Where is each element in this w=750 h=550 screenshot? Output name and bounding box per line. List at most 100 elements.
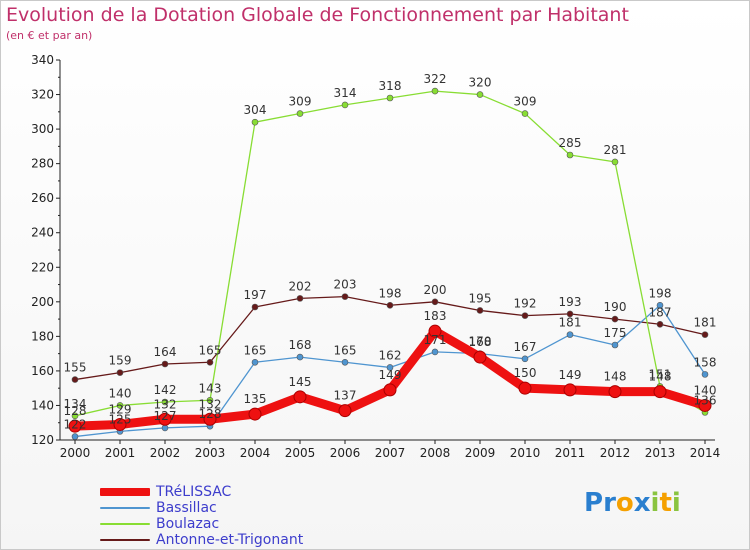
data-label: 137	[334, 389, 357, 403]
data-point	[71, 412, 79, 420]
data-point	[113, 417, 127, 431]
data-point	[296, 353, 304, 361]
x-tick-label: 2008	[420, 446, 451, 460]
data-point	[521, 312, 529, 319]
data-label: 193	[559, 295, 582, 309]
data-label: 175	[604, 326, 627, 340]
data-point	[656, 301, 664, 309]
data-point	[338, 404, 352, 418]
data-point	[431, 298, 439, 306]
y-tick-label: 160	[31, 364, 54, 378]
data-point	[563, 383, 577, 397]
data-point	[203, 412, 217, 426]
data-label: 132	[199, 397, 222, 411]
data-label: 190	[604, 300, 627, 314]
x-tick-label: 2006	[330, 446, 361, 460]
data-point	[341, 293, 349, 300]
data-point	[68, 419, 82, 433]
data-label: 140	[694, 383, 717, 397]
data-label: 198	[379, 286, 402, 300]
data-label: 304	[244, 103, 267, 117]
data-label: 168	[469, 335, 492, 349]
data-label: 202	[289, 279, 312, 293]
legend-swatch-bassillac	[100, 507, 150, 509]
data-label: 134	[64, 397, 87, 411]
data-label: 143	[199, 381, 222, 395]
data-label: 132	[154, 397, 177, 411]
legend-label-antonne: Antonne-et-Trigonant	[156, 532, 304, 548]
data-label: 125	[109, 412, 132, 426]
y-tick-label: 220	[31, 260, 54, 274]
x-tick-label: 2014	[690, 446, 721, 460]
logo-letter: i	[650, 488, 660, 518]
x-tick-label: 2003	[195, 446, 226, 460]
data-point	[383, 383, 397, 397]
y-tick-label: 340	[31, 53, 54, 67]
x-tick-label: 2013	[645, 446, 676, 460]
data-point	[206, 358, 214, 366]
data-point	[611, 158, 619, 166]
data-point	[161, 398, 169, 406]
data-label: 192	[514, 297, 537, 311]
y-tick-label: 240	[31, 226, 54, 240]
data-label: 281	[604, 143, 627, 157]
data-point	[296, 110, 304, 117]
data-point	[248, 407, 262, 421]
legend-swatch-trelissac	[100, 488, 150, 496]
data-label: 151	[649, 367, 672, 381]
x-tick-label: 2005	[285, 446, 316, 460]
data-label: 142	[154, 383, 177, 397]
data-point	[341, 358, 349, 366]
data-label: 149	[559, 368, 582, 382]
x-tick-label: 2000	[60, 446, 91, 460]
data-label: 162	[379, 348, 402, 362]
data-label: 165	[244, 343, 267, 357]
data-label: 148	[649, 370, 672, 384]
data-label: 203	[334, 278, 357, 292]
data-point	[476, 307, 484, 314]
data-point	[116, 402, 124, 409]
data-point	[428, 324, 442, 338]
data-point	[206, 396, 214, 404]
data-label: 165	[334, 343, 357, 357]
data-label: 129	[109, 402, 132, 416]
chart-title: Evolution de la Dotation Globale de Fonc…	[6, 4, 629, 26]
data-label: 155	[64, 361, 87, 375]
data-label: 135	[244, 392, 267, 406]
data-point	[71, 433, 79, 440]
data-label: 159	[109, 354, 132, 368]
data-point	[161, 424, 169, 432]
proxiti-logo: Proxiti	[584, 488, 681, 518]
data-point	[293, 390, 307, 404]
data-point	[608, 385, 622, 399]
data-label: 140	[109, 386, 132, 400]
data-point	[656, 320, 664, 328]
data-label: 309	[514, 95, 537, 109]
data-label: 285	[559, 136, 582, 150]
y-tick-label: 200	[31, 295, 54, 309]
x-tick-label: 2002	[150, 446, 181, 460]
y-tick-label: 300	[31, 122, 54, 136]
data-label: 322	[424, 72, 447, 86]
data-point	[653, 385, 667, 399]
y-tick-label: 180	[31, 329, 54, 343]
logo-letter: t	[659, 488, 672, 518]
data-point	[251, 303, 259, 311]
data-point	[116, 369, 124, 376]
y-tick-label: 260	[31, 191, 54, 205]
data-point	[701, 331, 709, 338]
y-tick-label: 280	[31, 157, 54, 171]
legend-label-bassillac: Bassillac	[156, 500, 217, 516]
data-label: 150	[514, 366, 537, 380]
data-label: 197	[244, 288, 267, 302]
logo-letter: r	[603, 488, 616, 518]
data-label: 320	[469, 76, 492, 90]
x-tick-label: 2004	[240, 446, 271, 460]
data-point	[386, 301, 394, 309]
logo-letter: P	[584, 488, 604, 518]
data-label: 128	[64, 404, 87, 418]
x-tick-label: 2009	[465, 446, 496, 460]
data-point	[341, 101, 349, 109]
data-label: 167	[514, 340, 537, 354]
